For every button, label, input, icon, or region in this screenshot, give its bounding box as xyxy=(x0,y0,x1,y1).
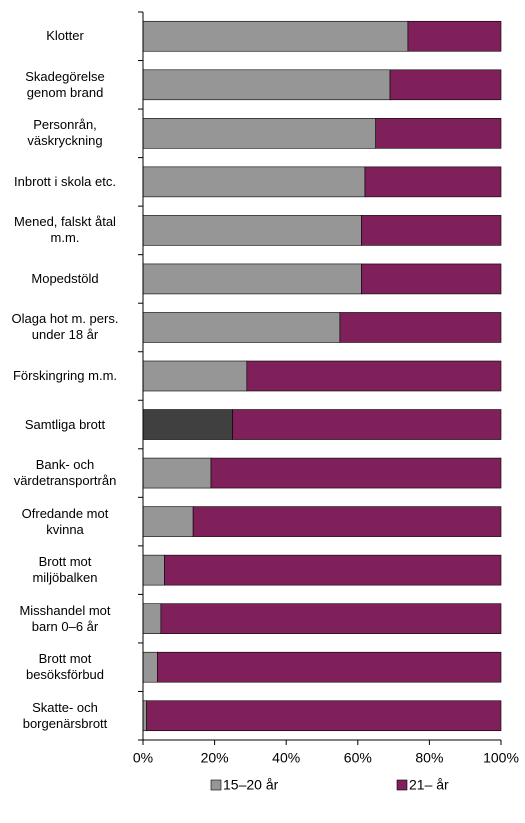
legend-swatch xyxy=(210,779,222,791)
bar-segment xyxy=(142,312,341,343)
bar-segment xyxy=(142,603,162,634)
bar-segment xyxy=(142,457,212,489)
bar-segment xyxy=(375,118,502,149)
bar-segment xyxy=(142,118,376,149)
bar-segment xyxy=(142,506,194,537)
y-tick-label: Mened, falskt åtal m.m. xyxy=(14,214,116,246)
bar-segment xyxy=(364,166,502,198)
x-tick-label: 40% xyxy=(272,750,300,766)
y-tick-label: Ofredande mot kvinna xyxy=(21,505,109,537)
y-tick-label: Samtliga brott xyxy=(24,416,106,432)
bar-segment xyxy=(361,215,502,246)
x-tick-label: 60% xyxy=(344,750,372,766)
y-tick-label: Skadegörelse genom brand xyxy=(25,68,105,100)
bar-segment xyxy=(246,360,502,392)
bar-segment xyxy=(146,700,502,732)
bar-segment xyxy=(160,603,502,634)
y-tick-label: Brott mot besöksförbud xyxy=(25,651,105,683)
bar-segment xyxy=(142,69,391,101)
y-tick-label: Misshandel mot barn 0–6 år xyxy=(19,602,111,634)
x-tick-label: 100% xyxy=(483,750,519,766)
bar-segment xyxy=(157,651,502,683)
bar-segment xyxy=(142,20,409,52)
bar-segment xyxy=(142,554,165,586)
y-tick-label: Bank- och värdetransportrån xyxy=(13,457,117,489)
bar-segment xyxy=(164,554,502,586)
bar-segment xyxy=(389,69,502,101)
y-tick-label: Brott mot miljöbalken xyxy=(32,554,98,586)
x-tick-label: 20% xyxy=(201,750,229,766)
bar-segment xyxy=(407,20,502,52)
legend-swatch xyxy=(396,779,408,791)
legend-label: 21– år xyxy=(409,777,449,793)
bar-segment xyxy=(339,312,502,343)
x-tick-label: 80% xyxy=(415,750,443,766)
bar-segment xyxy=(142,263,362,295)
y-tick-label: Klotter xyxy=(46,28,84,44)
y-tick-label: Förskingring m.m. xyxy=(12,368,118,383)
y-tick-label: Skatte- och borgenärsbrott xyxy=(22,699,108,731)
bar-segment xyxy=(142,409,233,440)
bar-segment xyxy=(142,360,248,392)
y-tick-label: Mopedstöld xyxy=(31,270,99,286)
bar-segment xyxy=(142,215,362,246)
y-tick-label: Inbrott i skola etc. xyxy=(14,173,116,189)
y-tick-label: Olaga hot m. pers. under 18 år xyxy=(11,311,119,343)
bar-segment xyxy=(142,166,366,198)
bar-segment xyxy=(232,409,502,440)
bar-segment xyxy=(192,506,502,537)
bar-segment xyxy=(361,263,502,295)
bar-segment xyxy=(142,700,147,732)
bar-segment xyxy=(142,651,158,683)
legend-label: 15–20 år xyxy=(223,777,279,793)
y-tick-label: Personrån, väskryckning xyxy=(27,117,103,149)
x-tick-label: 0% xyxy=(133,750,153,766)
bar-segment xyxy=(210,457,502,489)
